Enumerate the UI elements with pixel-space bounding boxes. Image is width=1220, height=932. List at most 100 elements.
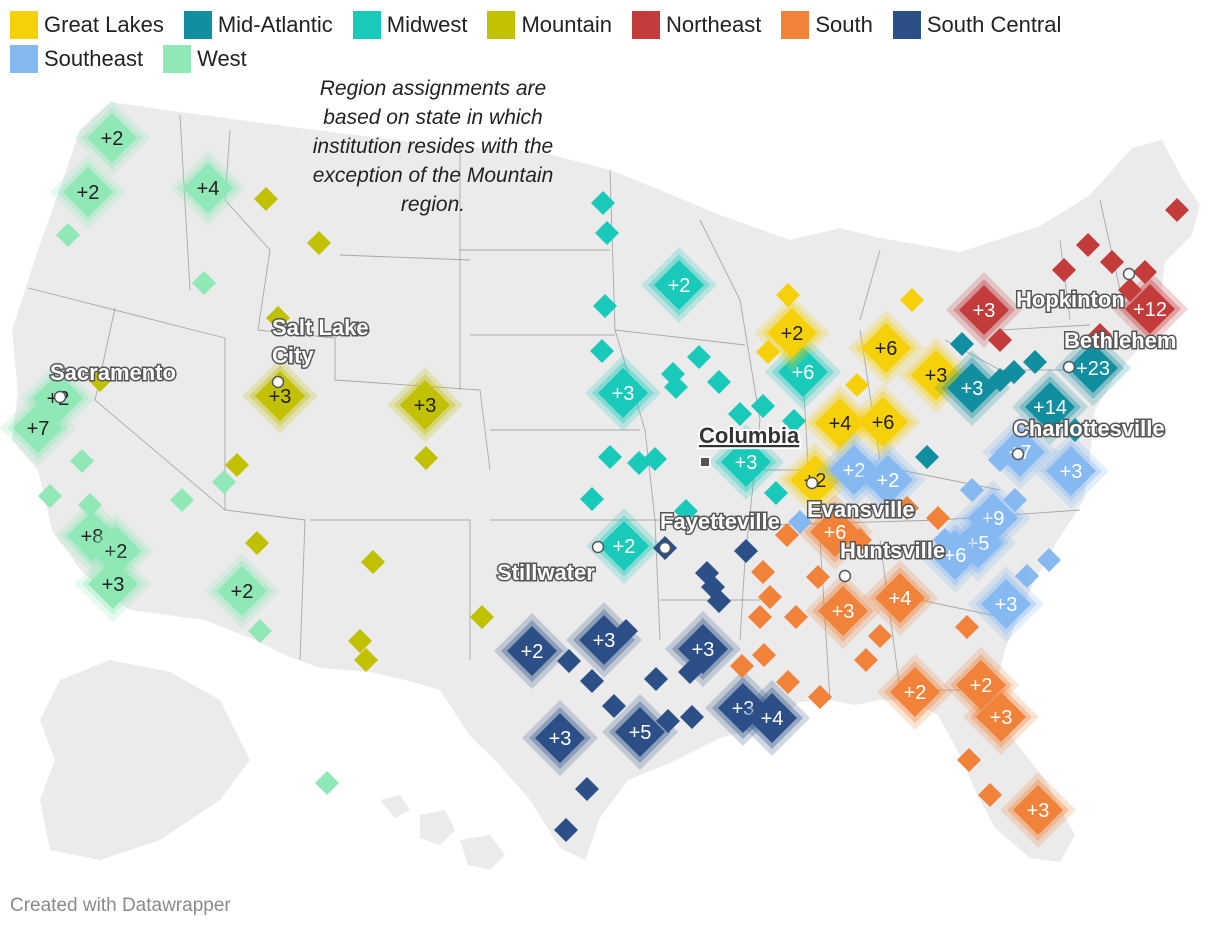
institution-marker-midwest[interactable] [591, 191, 615, 215]
institution-marker-mountain[interactable] [348, 629, 372, 653]
cluster-midwest[interactable]: +6 [765, 334, 841, 410]
institution-marker-mountain[interactable] [414, 446, 438, 470]
institution-marker-midwest[interactable] [664, 375, 688, 399]
cluster-west[interactable]: +2 [204, 553, 280, 629]
institution-marker-southeast[interactable] [960, 478, 984, 502]
institution-marker-west[interactable] [38, 484, 62, 508]
cluster-south-central[interactable]: +5 [602, 694, 678, 770]
cluster-south-central[interactable]: +4 [734, 680, 810, 756]
cluster-great-lakes[interactable]: +6 [848, 310, 924, 386]
institution-marker-south[interactable] [751, 560, 775, 584]
cluster-midwest[interactable]: +3 [708, 424, 784, 500]
institution-marker-mid-atlantic[interactable] [1063, 418, 1087, 442]
institution-marker-mid-atlantic[interactable] [1023, 350, 1047, 374]
legend-item-midwest[interactable]: Midwest [352, 11, 467, 39]
institution-marker-southeast[interactable] [788, 510, 812, 534]
institution-marker-northeast[interactable] [1100, 250, 1124, 274]
institution-marker-south-central[interactable] [707, 589, 731, 613]
institution-marker-northeast[interactable] [1118, 278, 1142, 302]
cluster-mountain[interactable]: +3 [387, 367, 463, 443]
institution-marker-midwest[interactable] [751, 394, 775, 418]
institution-marker-west[interactable] [78, 493, 102, 517]
institution-marker-northeast[interactable] [1052, 258, 1076, 282]
cluster-southeast[interactable]: +3 [1033, 433, 1109, 509]
cluster-mountain[interactable]: +3 [242, 358, 318, 434]
cluster-south[interactable]: +3 [1000, 772, 1076, 848]
cluster-west[interactable]: +7 [0, 390, 76, 466]
institution-marker-south[interactable] [748, 605, 772, 629]
institution-marker-mountain[interactable] [470, 605, 494, 629]
institution-marker-south[interactable] [955, 615, 979, 639]
institution-marker-west[interactable] [192, 271, 216, 295]
legend-item-northeast[interactable]: Northeast [631, 11, 761, 39]
institution-marker-west[interactable] [170, 488, 194, 512]
cluster-west[interactable]: +3 [75, 546, 151, 622]
cluster-south[interactable]: +6 [797, 494, 873, 570]
institution-marker-south[interactable] [775, 523, 799, 547]
cluster-south[interactable]: +2 [877, 654, 953, 730]
institution-marker-midwest[interactable] [595, 221, 619, 245]
institution-marker-mountain[interactable] [254, 187, 278, 211]
cluster-great-lakes[interactable]: +6 [845, 384, 921, 460]
cluster-south-central[interactable]: +3 [522, 700, 598, 776]
institution-marker-south-central[interactable] [734, 539, 758, 563]
institution-marker-south-central[interactable] [554, 818, 578, 842]
institution-marker-midwest[interactable] [707, 370, 731, 394]
cluster-mid-atlantic[interactable]: +3 [934, 350, 1010, 426]
institution-marker-mountain[interactable] [245, 531, 269, 555]
institution-marker-west[interactable] [315, 771, 339, 795]
institution-marker-great-lakes[interactable] [900, 288, 924, 312]
institution-marker-south[interactable] [868, 624, 892, 648]
institution-marker-south[interactable] [895, 496, 919, 520]
cluster-south-central[interactable]: +2 [494, 613, 570, 689]
institution-marker-northeast[interactable] [1165, 198, 1189, 222]
legend-item-southeast[interactable]: Southeast [10, 45, 143, 73]
institution-marker-great-lakes[interactable] [845, 373, 869, 397]
institution-marker-midwest[interactable] [764, 481, 788, 505]
institution-marker-mid-atlantic[interactable] [915, 445, 939, 469]
institution-marker-south[interactable] [752, 643, 776, 667]
cluster-south-central[interactable]: +3 [566, 602, 642, 678]
legend-item-west[interactable]: West [163, 45, 247, 73]
institution-marker-midwest[interactable] [580, 487, 604, 511]
institution-marker-south[interactable] [730, 654, 754, 678]
legend-item-mid-atlantic[interactable]: Mid-Atlantic [183, 11, 333, 39]
institution-marker-south[interactable] [957, 748, 981, 772]
institution-marker-south[interactable] [806, 565, 830, 589]
cluster-midwest[interactable]: +2 [586, 508, 662, 584]
institution-marker-south[interactable] [978, 783, 1002, 807]
institution-marker-south-central[interactable] [575, 777, 599, 801]
institution-marker-west[interactable] [212, 470, 236, 494]
institution-marker-south-central[interactable] [644, 667, 668, 691]
cluster-west[interactable]: +2 [50, 154, 126, 230]
institution-marker-west[interactable] [248, 619, 272, 643]
institution-marker-northeast[interactable] [988, 328, 1012, 352]
institution-marker-south[interactable] [758, 585, 782, 609]
cluster-west[interactable]: +4 [170, 150, 246, 226]
institution-marker-mountain[interactable] [88, 368, 112, 392]
institution-marker-northeast[interactable] [1076, 233, 1100, 257]
institution-marker-south-central[interactable] [557, 649, 581, 673]
institution-marker-west[interactable] [56, 223, 80, 247]
institution-marker-mountain[interactable] [307, 231, 331, 255]
institution-marker-mountain[interactable] [354, 648, 378, 672]
institution-marker-south-central[interactable] [656, 709, 680, 733]
institution-marker-mid-atlantic[interactable] [950, 332, 974, 356]
institution-marker-south[interactable] [854, 648, 878, 672]
cluster-midwest[interactable]: +3 [585, 355, 661, 431]
institution-marker-northeast[interactable] [1088, 323, 1112, 347]
institution-marker-mountain[interactable] [266, 306, 290, 330]
institution-marker-south-central[interactable] [614, 619, 638, 643]
institution-marker-midwest[interactable] [687, 345, 711, 369]
institution-marker-mountain[interactable] [361, 550, 385, 574]
legend-item-great-lakes[interactable]: Great Lakes [10, 11, 164, 39]
cluster-great-lakes[interactable]: +4 [802, 385, 878, 461]
institution-marker-midwest[interactable] [728, 402, 752, 426]
institution-marker-midwest[interactable] [590, 339, 614, 363]
institution-marker-southeast[interactable] [933, 528, 957, 552]
cluster-south[interactable]: +4 [862, 560, 938, 636]
institution-marker-west[interactable] [70, 449, 94, 473]
cluster-south[interactable]: +3 [963, 679, 1039, 755]
cluster-west[interactable]: +2 [74, 100, 150, 176]
institution-marker-south[interactable] [776, 670, 800, 694]
